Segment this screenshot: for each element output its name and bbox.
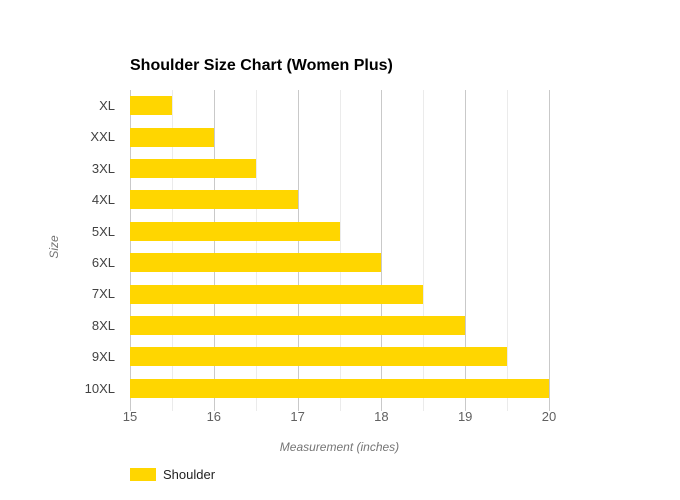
bar-5XL[interactable] <box>130 221 340 241</box>
gridline-major-19 <box>465 90 467 404</box>
x-axis-title: Measurement (inches) <box>279 440 400 454</box>
gridline-major-16 <box>213 90 215 404</box>
x-tick-label-20: 20 <box>541 409 557 424</box>
y-category-label-4XL: 4XL <box>91 192 115 208</box>
gridline-major-20 <box>549 90 550 404</box>
y-category-label-6XL: 6XL <box>91 255 115 270</box>
y-category-label-7XL: 7XL <box>91 286 115 302</box>
bar-3XL[interactable] <box>130 159 256 178</box>
x-axis-tick <box>171 404 173 411</box>
x-axis-tick <box>297 404 299 411</box>
gridline-major-18 <box>381 90 383 404</box>
x-tick-label-17: 17 <box>290 409 305 424</box>
y-category-label-3XL: 3XL <box>91 160 115 176</box>
y-category-label-XL: XL <box>99 98 115 113</box>
x-tick-label-19: 19 <box>457 409 473 424</box>
plot-area <box>130 90 550 411</box>
x-tick-label-18: 18 <box>374 409 389 424</box>
gridline-minor-17.5 <box>339 90 341 404</box>
bar-8XL[interactable] <box>130 316 466 335</box>
bar-10XL[interactable] <box>130 378 549 398</box>
y-category-label-8XL: 8XL <box>91 317 115 333</box>
y-category-label-9XL: 9XL <box>91 349 115 365</box>
legend-swatch <box>130 468 156 481</box>
bar-7XL[interactable] <box>130 284 424 304</box>
legend: Shoulder <box>130 467 215 482</box>
x-axis-tick <box>213 404 215 411</box>
y-category-label-XXL: XXL <box>90 129 115 145</box>
bar-XXL[interactable] <box>130 127 214 147</box>
x-axis-tick <box>255 404 257 411</box>
x-axis-tick <box>130 404 131 411</box>
x-axis-tick <box>507 404 509 411</box>
legend-label: Shoulder <box>163 467 216 482</box>
gridline-minor-15.5 <box>171 90 173 404</box>
gridline-major-15 <box>130 90 131 404</box>
gridline-major-17 <box>297 90 299 404</box>
y-category-label-5XL: 5XL <box>91 223 115 239</box>
x-tick-label-15: 15 <box>122 409 138 424</box>
x-axis-tick <box>423 404 425 411</box>
y-category-label-10XL: 10XL <box>84 380 115 396</box>
x-tick-label-16: 16 <box>206 409 222 424</box>
bar-4XL[interactable] <box>130 190 298 210</box>
bar-9XL[interactable] <box>130 347 508 367</box>
y-axis-title-text: Size <box>47 235 61 259</box>
x-axis-tick <box>381 404 383 411</box>
gridline-minor-19.5 <box>507 90 509 404</box>
x-axis-tick <box>549 404 550 411</box>
gridline-minor-18.5 <box>423 90 425 404</box>
gridline-minor-16.5 <box>255 90 257 404</box>
chart-title: Shoulder Size Chart (Women Plus) <box>130 57 393 74</box>
x-axis-tick <box>465 404 467 411</box>
bar-6XL[interactable] <box>130 253 382 273</box>
bar-XL[interactable] <box>130 96 172 116</box>
x-axis-tick <box>339 404 341 411</box>
